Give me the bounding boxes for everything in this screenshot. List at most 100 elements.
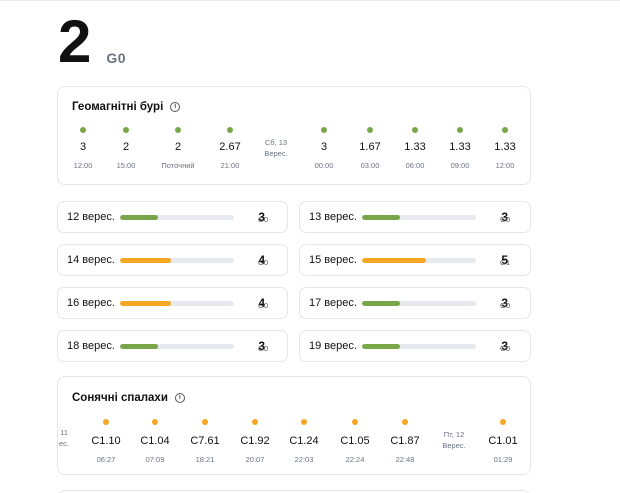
- kp-bar: [120, 301, 234, 306]
- kp-bar-fill: [362, 344, 400, 349]
- kp-bar-fill: [120, 215, 158, 220]
- storm-time: 00:00: [314, 161, 334, 170]
- day-kp-value: 3: [258, 210, 265, 224]
- flare-time: 18:21: [195, 455, 215, 464]
- g-scale-label: G0: [106, 50, 127, 66]
- flare-dot: [301, 419, 307, 425]
- storm-time: 03:00: [360, 161, 380, 170]
- day-label: 17 верес.: [309, 297, 357, 309]
- day-g-level: G0: [258, 344, 269, 353]
- flare-class: C1.87: [390, 435, 420, 447]
- kp-bar: [362, 344, 476, 349]
- storm-kp-value: 1.67: [359, 141, 381, 153]
- date-marker-day: Пт, 12: [443, 430, 465, 439]
- day-g-level: G0: [258, 258, 269, 267]
- storm-kp-value: 1.33: [404, 141, 426, 153]
- day-g-level: G0: [258, 301, 269, 310]
- kp-bar-fill: [362, 215, 400, 220]
- day-g-level: G0: [500, 344, 511, 353]
- left-fragment-month: ес.: [58, 439, 69, 448]
- day-kp-value: 3: [258, 339, 265, 353]
- date-marker-month: Верес.: [442, 441, 466, 450]
- day-forecast-row[interactable]: 17 верес. 3 G0: [299, 287, 531, 319]
- flare-time: 06:27: [96, 455, 116, 464]
- flare-class: C1.92: [240, 435, 270, 447]
- flare-dot: [202, 419, 208, 425]
- day-forecast-row[interactable]: 16 верес. 4 G0: [57, 287, 288, 319]
- storm-time: 06:00: [405, 161, 425, 170]
- kp-bar: [120, 215, 234, 220]
- storm-kp-value: 1.33: [449, 141, 471, 153]
- info-icon[interactable]: i: [170, 102, 181, 112]
- status-dot: [457, 127, 463, 133]
- day-g-level: G0: [500, 215, 511, 224]
- day-label: 15 верес.: [309, 254, 357, 266]
- status-dot: [227, 127, 233, 133]
- flare-class: C1.24: [289, 435, 319, 447]
- storm-kp-value: 2: [174, 141, 182, 153]
- day-label: 18 верес.: [67, 340, 115, 352]
- geomagnetic-storms-card: Геомагнітні бурі i 3 12:00 2 15:00 2 Поточний…: [57, 86, 531, 185]
- flare-time: 22:03: [294, 455, 314, 464]
- status-dot: [321, 127, 327, 133]
- flare-item: C7.61 18:21: [180, 419, 230, 464]
- storm-time: 09:00: [450, 161, 470, 170]
- storm-time: Поточний: [161, 161, 195, 170]
- info-icon[interactable]: i: [174, 393, 185, 403]
- storm-timeline-item: 3 12:00: [58, 127, 108, 170]
- kp-bar-fill: [120, 258, 172, 263]
- kp-bar: [120, 258, 234, 263]
- flare-item: C1.92 20:07: [230, 419, 280, 464]
- storm-kp-value: 1.33: [494, 141, 516, 153]
- day-forecast-row[interactable]: 15 верес. 5 G1: [299, 244, 531, 276]
- day-kp-value: 4: [258, 253, 265, 267]
- kp-bar: [120, 344, 234, 349]
- day-label: 16 верес.: [67, 297, 115, 309]
- storm-kp-value: 3: [79, 141, 87, 153]
- status-dot: [412, 127, 418, 133]
- flares-title-text: Сонячні спалахи: [72, 392, 168, 404]
- day-label: 12 верес.: [67, 211, 115, 223]
- flare-time: 20:07: [245, 455, 265, 464]
- storm-timeline-item: 2 Поточний: [153, 127, 203, 170]
- storm-kp-value: 2.67: [219, 141, 241, 153]
- flare-class: C1.05: [340, 435, 370, 447]
- day-forecast-row[interactable]: 13 верес. 3 G0: [299, 201, 531, 233]
- flare-dot: [103, 419, 109, 425]
- day-g-level: G0: [500, 301, 511, 310]
- flare-class: C1.10: [91, 435, 121, 447]
- kp-bar-fill: [120, 301, 172, 306]
- kp-bar: [362, 258, 476, 263]
- storms-title-text: Геомагнітні бурі: [72, 101, 164, 113]
- flare-time: 22:24: [345, 455, 365, 464]
- flare-item: C1.24 22:03: [279, 419, 329, 464]
- storm-timeline-item: 1.33 09:00: [435, 127, 485, 170]
- day-forecast-row[interactable]: 19 верес. 3 G0: [299, 330, 531, 362]
- kp-bar: [362, 301, 476, 306]
- flare-time: 22:48: [395, 455, 415, 464]
- day-label: 14 верес.: [67, 254, 115, 266]
- top-divider: [0, 0, 620, 1]
- day-forecast-row[interactable]: 18 верес. 3 G0: [57, 330, 288, 362]
- flare-class: C7.61: [190, 435, 220, 447]
- solar-flares-viewport: Сонячні спалахи i 11 ес. C1.10 06:27 C1.04…: [58, 377, 530, 474]
- flare-dot: [402, 419, 408, 425]
- flares-date-marker: Пт, 12 Верес.: [434, 429, 474, 451]
- storm-kp-value: 3: [320, 141, 328, 153]
- storm-timeline-item: 1.33 12:00: [480, 127, 530, 170]
- flare-dot: [152, 419, 158, 425]
- flare-item: C1.01 01:29: [478, 419, 528, 464]
- flare-item: C1.87 22:48: [380, 419, 430, 464]
- flare-dot: [500, 419, 506, 425]
- day-kp-value: 3: [501, 296, 508, 310]
- day-forecast-row[interactable]: 12 верес. 3 G0: [57, 201, 288, 233]
- kp-bar-fill: [362, 258, 426, 263]
- date-marker-day: Сб, 13: [264, 138, 288, 147]
- storms-date-marker: Сб, 13 Верес.: [256, 137, 296, 159]
- flare-item: C1.05 22:24: [330, 419, 380, 464]
- current-kp-index: 2 G0: [58, 12, 126, 72]
- day-kp-value: 4: [258, 296, 265, 310]
- day-forecast-row[interactable]: 14 верес. 4 G0: [57, 244, 288, 276]
- storm-time: 12:00: [495, 161, 515, 170]
- status-dot: [175, 127, 181, 133]
